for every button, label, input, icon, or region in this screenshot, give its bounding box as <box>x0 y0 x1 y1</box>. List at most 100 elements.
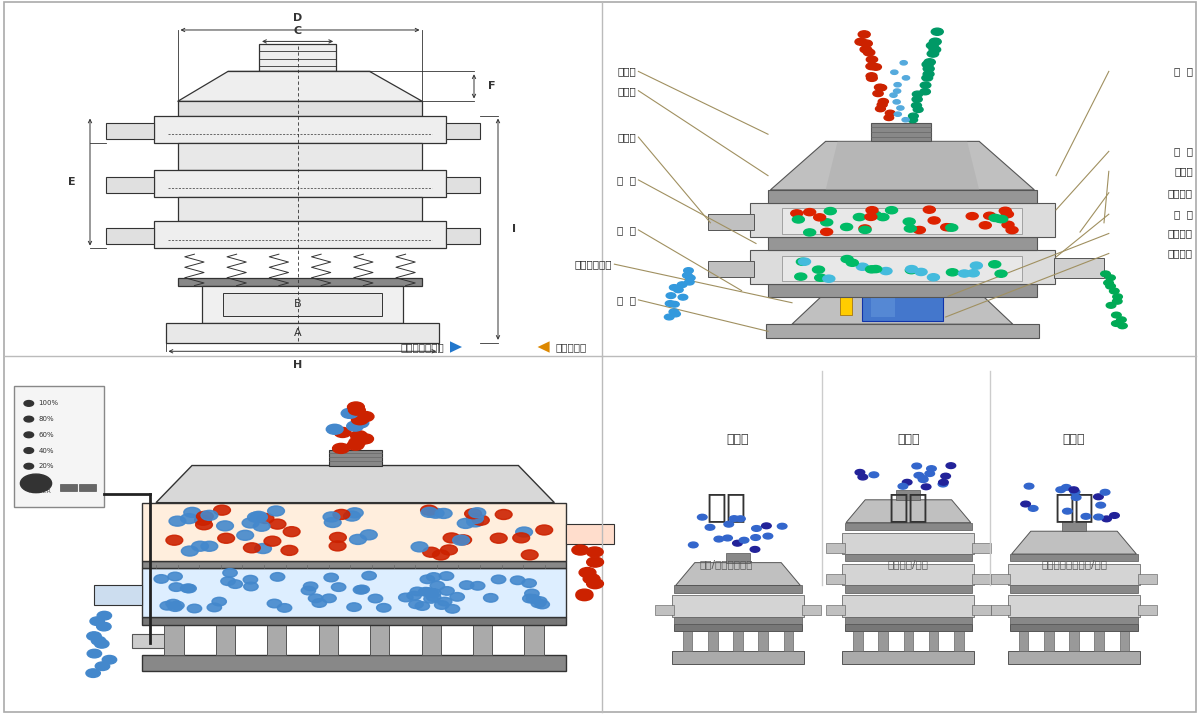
Circle shape <box>886 206 898 213</box>
Bar <box>154 116 446 143</box>
Circle shape <box>877 101 887 108</box>
Circle shape <box>457 518 474 528</box>
Circle shape <box>469 508 486 518</box>
Circle shape <box>192 541 209 551</box>
Circle shape <box>228 580 242 588</box>
Circle shape <box>24 401 34 406</box>
Circle shape <box>217 533 234 543</box>
Circle shape <box>683 273 692 278</box>
Circle shape <box>1112 294 1122 300</box>
Bar <box>154 221 446 248</box>
Circle shape <box>804 208 816 216</box>
Circle shape <box>434 600 449 609</box>
Bar <box>1138 605 1157 615</box>
Circle shape <box>841 223 853 231</box>
Bar <box>178 143 422 170</box>
Circle shape <box>966 213 978 220</box>
Bar <box>750 250 1055 284</box>
Text: 筛  盘: 筛 盘 <box>1174 209 1193 219</box>
Bar <box>14 386 104 507</box>
Circle shape <box>1062 508 1072 514</box>
Circle shape <box>858 31 870 38</box>
Circle shape <box>938 479 948 485</box>
Bar <box>896 490 920 500</box>
Circle shape <box>1000 207 1012 214</box>
Polygon shape <box>676 563 800 585</box>
Circle shape <box>941 223 953 231</box>
Circle shape <box>221 577 235 585</box>
Circle shape <box>929 46 941 53</box>
Circle shape <box>436 508 452 518</box>
Bar <box>871 123 931 141</box>
Bar <box>1008 651 1140 664</box>
Bar <box>1138 574 1157 584</box>
Circle shape <box>922 75 932 81</box>
Circle shape <box>450 593 464 601</box>
Circle shape <box>491 575 505 584</box>
Circle shape <box>908 117 918 123</box>
Circle shape <box>522 579 536 588</box>
Text: 出料口: 出料口 <box>617 132 636 142</box>
Bar <box>733 631 743 651</box>
Bar <box>202 286 403 323</box>
Circle shape <box>866 75 877 81</box>
Circle shape <box>684 279 694 285</box>
Circle shape <box>377 603 391 612</box>
Circle shape <box>872 91 883 96</box>
Circle shape <box>572 545 589 555</box>
Circle shape <box>1002 221 1014 228</box>
Bar <box>1120 631 1129 651</box>
Circle shape <box>512 533 529 543</box>
Circle shape <box>922 61 934 68</box>
Text: 去除液体中的颗粒/异物: 去除液体中的颗粒/异物 <box>1042 559 1108 569</box>
Circle shape <box>347 441 364 451</box>
Circle shape <box>398 593 413 602</box>
Circle shape <box>1110 288 1120 294</box>
Circle shape <box>684 268 694 273</box>
Circle shape <box>876 106 886 111</box>
Bar <box>929 631 938 651</box>
Circle shape <box>996 216 1008 223</box>
Circle shape <box>97 623 112 631</box>
Circle shape <box>281 545 298 555</box>
Bar <box>674 617 802 624</box>
Circle shape <box>270 573 284 581</box>
Bar <box>782 208 1022 234</box>
Circle shape <box>1002 211 1014 218</box>
Circle shape <box>1093 514 1103 520</box>
Text: 网  架: 网 架 <box>1174 146 1193 156</box>
Bar <box>524 625 544 655</box>
Circle shape <box>355 585 370 594</box>
Bar <box>782 256 1022 281</box>
Circle shape <box>1117 323 1127 328</box>
Circle shape <box>257 513 274 523</box>
Text: 单层式: 单层式 <box>727 433 749 446</box>
Circle shape <box>264 536 281 546</box>
Circle shape <box>438 598 452 606</box>
Circle shape <box>422 547 439 557</box>
Bar <box>708 261 754 277</box>
Circle shape <box>928 273 940 281</box>
Circle shape <box>880 268 892 275</box>
Bar <box>446 177 480 193</box>
Circle shape <box>330 533 347 543</box>
Bar <box>446 123 480 139</box>
Circle shape <box>878 99 888 104</box>
Circle shape <box>426 589 440 598</box>
Bar <box>878 631 888 651</box>
Bar <box>216 625 235 655</box>
Circle shape <box>893 100 900 104</box>
Circle shape <box>697 514 707 520</box>
Bar <box>178 278 422 286</box>
Circle shape <box>348 405 365 415</box>
Circle shape <box>467 517 484 527</box>
Text: 结构示意图: 结构示意图 <box>556 342 587 352</box>
Bar <box>1010 585 1138 593</box>
Circle shape <box>587 557 604 567</box>
Circle shape <box>1110 513 1120 518</box>
Bar <box>142 617 566 625</box>
Circle shape <box>673 287 683 293</box>
Circle shape <box>856 470 865 476</box>
Circle shape <box>24 416 34 422</box>
Circle shape <box>251 511 268 521</box>
